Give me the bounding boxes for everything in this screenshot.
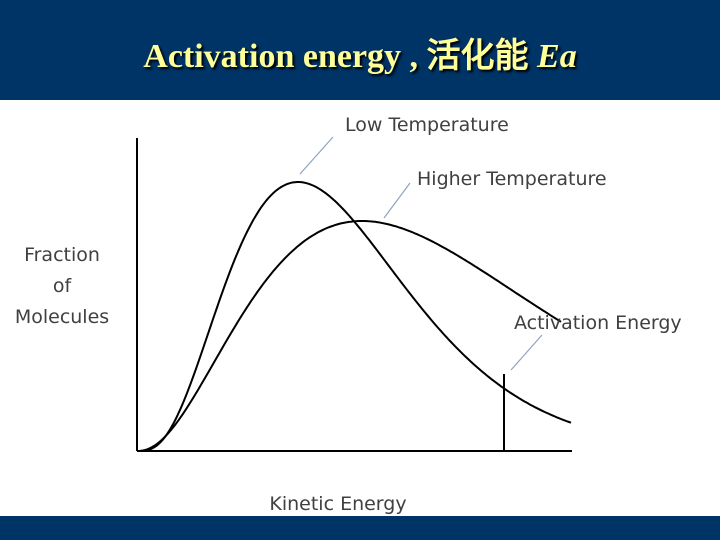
slide-title: Activation energy , 活化能 Ea: [0, 28, 720, 77]
title-symbol: Ea: [537, 38, 577, 75]
leader-low-temperature: [299, 136, 334, 175]
label-higher-temperature: Higher Temperature: [417, 168, 607, 190]
energy-distribution-chart: Low Temperature Higher Temperature Activ…: [15, 114, 682, 515]
leader-higher-temperature: [383, 182, 411, 219]
y-axis-label-line-2: of: [53, 275, 73, 297]
curve-higher-temperature: [137, 220, 562, 452]
label-activation-energy: Activation Energy: [514, 312, 682, 334]
y-axis-label-line-1: Fraction: [24, 244, 100, 266]
title-bar: Activation energy , 活化能 Ea: [0, 0, 720, 100]
x-axis-label: Kinetic Energy: [269, 493, 406, 515]
label-low-temperature: Low Temperature: [345, 114, 509, 136]
leader-activation-energy: [510, 334, 543, 371]
y-axis-label-line-3: Molecules: [15, 306, 109, 328]
title-prefix: Activation energy , 活化能: [143, 38, 538, 75]
footer-bar: [0, 516, 720, 540]
